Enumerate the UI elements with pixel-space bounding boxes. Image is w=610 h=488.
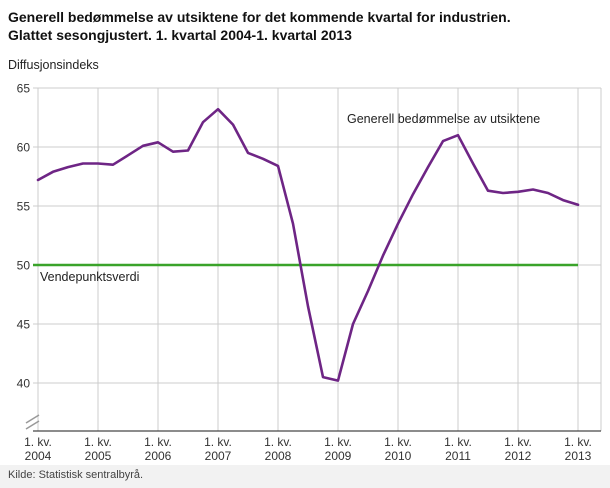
y-tick-label: 65	[17, 81, 31, 95]
y-tick-label: 45	[17, 317, 31, 331]
x-tick-quarter-label: 1. kv.	[264, 435, 292, 449]
x-tick-year-label: 2004	[25, 449, 52, 463]
page-title-line2: Glattet sesongjustert. 1. kvartal 2004-1…	[8, 27, 352, 44]
x-tick-year-label: 2011	[445, 449, 471, 463]
series-legend-label: Generell bedømmelse av utsiktene	[347, 112, 540, 126]
x-tick-quarter-label: 1. kv.	[204, 435, 232, 449]
x-tick-year-label: 2013	[565, 449, 592, 463]
x-tick-year-label: 2005	[85, 449, 112, 463]
y-tick-label: 40	[17, 376, 31, 390]
x-tick-year-label: 2012	[505, 449, 532, 463]
x-tick-year-label: 2010	[385, 449, 412, 463]
y-tick-label: 50	[17, 258, 31, 272]
axis-break-mark	[25, 414, 40, 430]
series-line	[36, 107, 580, 382]
axis-break-stroke	[25, 414, 40, 424]
x-tick-quarter-label: 1. kv.	[144, 435, 172, 449]
y-tick-labels: 40 45 50 55 60 65	[17, 81, 31, 390]
gridlines	[33, 87, 602, 431]
x-tick-year-label: 2007	[205, 449, 232, 463]
x-tick-quarter-label: 1. kv.	[504, 435, 532, 449]
x-tick-year-label: 2009	[325, 449, 352, 463]
y-tick-label: 60	[17, 140, 31, 154]
x-tick-year-label: 2006	[145, 449, 172, 463]
x-tick-quarter-label: 1. kv.	[84, 435, 112, 449]
x-tick-quarter-label: 1. kv.	[564, 435, 592, 449]
x-tick-quarter-label: 1. kv.	[384, 435, 412, 449]
page-title: Generell bedømmelse av utsiktene for det…	[0, 0, 610, 45]
x-tick-quarter-label: 1. kv.	[24, 435, 52, 449]
x-tick-quarter-label: 1. kv.	[444, 435, 472, 449]
x-tick-year-label: 2008	[265, 449, 292, 463]
y-tick-label: 55	[17, 199, 31, 213]
reference-line-label: Vendepunktsverdi	[40, 270, 139, 284]
y-axis-unit-label: Diffusjonsindeks	[8, 57, 99, 72]
page-title-line1: Generell bedømmelse av utsiktene for det…	[8, 9, 511, 25]
source-note: Kilde: Statistisk sentralbyrå.	[0, 465, 610, 488]
x-tick-quarter-label: 1. kv.	[324, 435, 352, 449]
axis-break-stroke	[25, 420, 40, 430]
